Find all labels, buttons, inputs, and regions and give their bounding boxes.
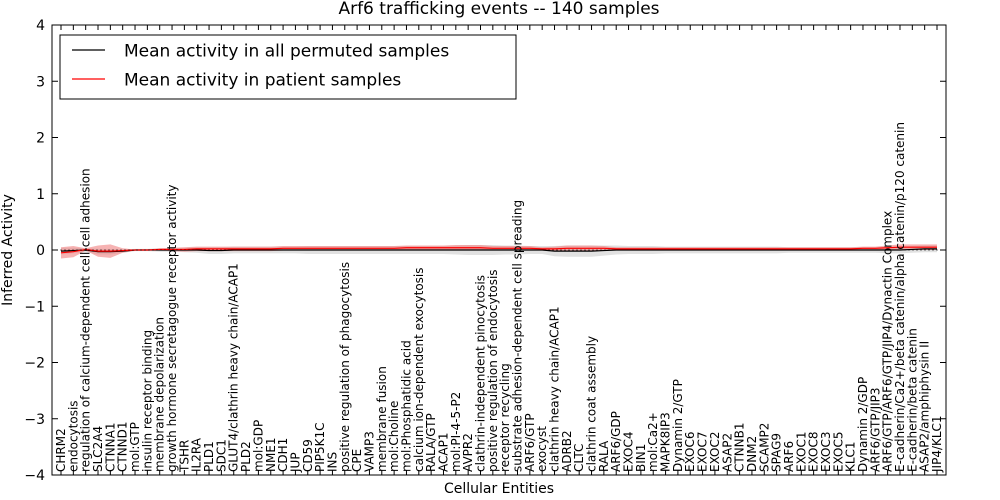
category-label: EXOC3 <box>819 432 833 473</box>
category-label: CTNNA1 <box>103 422 117 472</box>
category-label: INS <box>325 452 339 472</box>
category-label: JUP <box>288 452 302 473</box>
y-axis-label: Inferred Activity <box>0 194 16 306</box>
category-label: CTNNB1 <box>733 422 747 472</box>
category-label: IL2RA <box>190 437 204 472</box>
category-label: ARF6/GTP <box>523 413 537 472</box>
category-label: ARF6 <box>782 441 796 472</box>
lines-layer <box>60 246 937 254</box>
category-label: EXOC1 <box>794 432 808 473</box>
line-series-1 <box>60 246 937 254</box>
category-label: RALA <box>597 440 611 472</box>
category-label: SDC1 <box>214 439 228 472</box>
category-label: Dynamin 2/GTP <box>671 379 685 472</box>
category-label: CHRM2 <box>54 428 68 472</box>
category-label: insulin receptor binding <box>140 330 154 472</box>
category-label: substrate adhesion-dependent cell spread… <box>511 200 525 472</box>
category-label: ARF6/GTP/ARF6/GTP/JIP4/Dynactin Complex <box>881 211 895 472</box>
category-label: VAMP3 <box>362 431 376 472</box>
category-label: KLC1 <box>844 441 858 472</box>
category-label: mol:Ca2+ <box>646 412 660 472</box>
category-label: positive regulation of phagocytosis <box>338 262 352 472</box>
y-tick-label: −4 <box>24 468 45 484</box>
category-label: clathrin-independent pinocytosis <box>473 275 487 472</box>
legend-label-patient: Mean activity in patient samples <box>124 71 401 91</box>
category-label: PLD2 <box>239 441 253 472</box>
category-label: PLD1 <box>202 441 216 472</box>
bands-layer <box>61 244 937 259</box>
category-label: ADRB2 <box>560 430 574 472</box>
category-label: mol:GTP <box>128 422 142 472</box>
category-label: EXOC8 <box>807 432 821 473</box>
category-label: CD59 <box>301 439 315 472</box>
y-tick-label: 1 <box>36 187 45 203</box>
category-label: regulation of calcium-dependent cell-cel… <box>79 168 93 472</box>
category-label: membrane fusion <box>375 366 389 472</box>
category-label: EXOC4 <box>622 432 636 473</box>
category-label: E-cadherin/beta catenin <box>905 328 919 472</box>
y-tick-label: −3 <box>24 412 45 428</box>
category-label: clathrin heavy chain/ACAP1 <box>548 306 562 472</box>
category-label: mol:PI-4-5-P2 <box>449 392 463 472</box>
category-label: SPAG9 <box>770 433 784 472</box>
category-label: calcium ion-dependent exocytosis <box>412 268 426 473</box>
x-axis-label: Cellular Entities <box>444 481 554 497</box>
legend-box <box>59 34 517 100</box>
category-label: mol:GDP <box>251 420 265 472</box>
category-label: EXOC5 <box>831 432 845 473</box>
y-axis-ticks: −4 −3 −2 −1 0 1 2 3 4 <box>24 18 946 484</box>
category-label: DNM2 <box>745 436 759 472</box>
category-label: SCAMP2 <box>757 423 771 472</box>
category-label: AVPR2 <box>461 433 475 472</box>
y-tick-label: −1 <box>24 299 45 315</box>
category-label: growth hormone secretagogue receptor act… <box>165 185 179 472</box>
line-series-0 <box>60 248 937 253</box>
category-label: GLUT4/clathrin heavy chain/ACAP1 <box>227 263 241 472</box>
category-label: mol:Phosphatidic acid <box>399 340 413 472</box>
chart-title: Arf6 trafficking events -- 140 samples <box>338 0 659 19</box>
y-tick-label: 2 <box>36 131 45 147</box>
category-label: clathrin coat assembly <box>585 336 599 472</box>
x-axis-ticks <box>60 25 938 475</box>
category-label: SLC2A4 <box>91 426 105 472</box>
legend-label-permuted: Mean activity in all permuted samples <box>124 42 449 62</box>
category-label: ACAP1 <box>436 433 450 472</box>
category-label: NME1 <box>264 437 278 472</box>
category-label: JIP4/KLC1 <box>930 415 944 473</box>
y-tick-label: 0 <box>36 243 45 259</box>
y-tick-label: 3 <box>36 74 45 90</box>
category-label: mol:Choline <box>387 401 401 472</box>
category-label: ARF6/GTP/JIP3 <box>868 387 882 472</box>
category-label: CLTC <box>572 444 586 472</box>
category-label: RALA/GTP <box>424 413 438 472</box>
category-label: positive regulation of endocytosis <box>486 269 500 472</box>
category-label: ASAP2 <box>720 433 734 472</box>
category-label: Dynamin 2/GDP <box>856 377 870 472</box>
category-label: receptor recycling <box>498 363 512 472</box>
category-label: ARF6/GDP <box>609 411 623 472</box>
category-label: EXOC6 <box>683 432 697 473</box>
category-label: CPE <box>350 449 364 472</box>
category-label: CDH1 <box>276 438 290 472</box>
category-label: ASAP2/amphiphysin II <box>918 341 932 472</box>
category-label: exocyst <box>535 426 549 472</box>
y-tick-label: −2 <box>24 356 45 372</box>
category-label: CTNND1 <box>116 421 130 472</box>
category-label: PIP5K1C <box>313 422 327 472</box>
category-label: TSHR <box>177 440 191 473</box>
category-label: EXOC7 <box>696 432 710 473</box>
category-label: membrane depolarization <box>153 317 167 472</box>
category-label: BIN1 <box>634 444 648 472</box>
category-label: EXOC2 <box>708 432 722 473</box>
y-tick-label: 4 <box>36 18 45 34</box>
category-label: endocytosis <box>66 400 80 472</box>
category-label: MAPK8IP3 <box>659 412 673 472</box>
category-label: E-cadherin/Ca2+/beta catenin/alpha caten… <box>893 122 907 472</box>
legend: Mean activity in all permuted samples Me… <box>59 34 517 100</box>
